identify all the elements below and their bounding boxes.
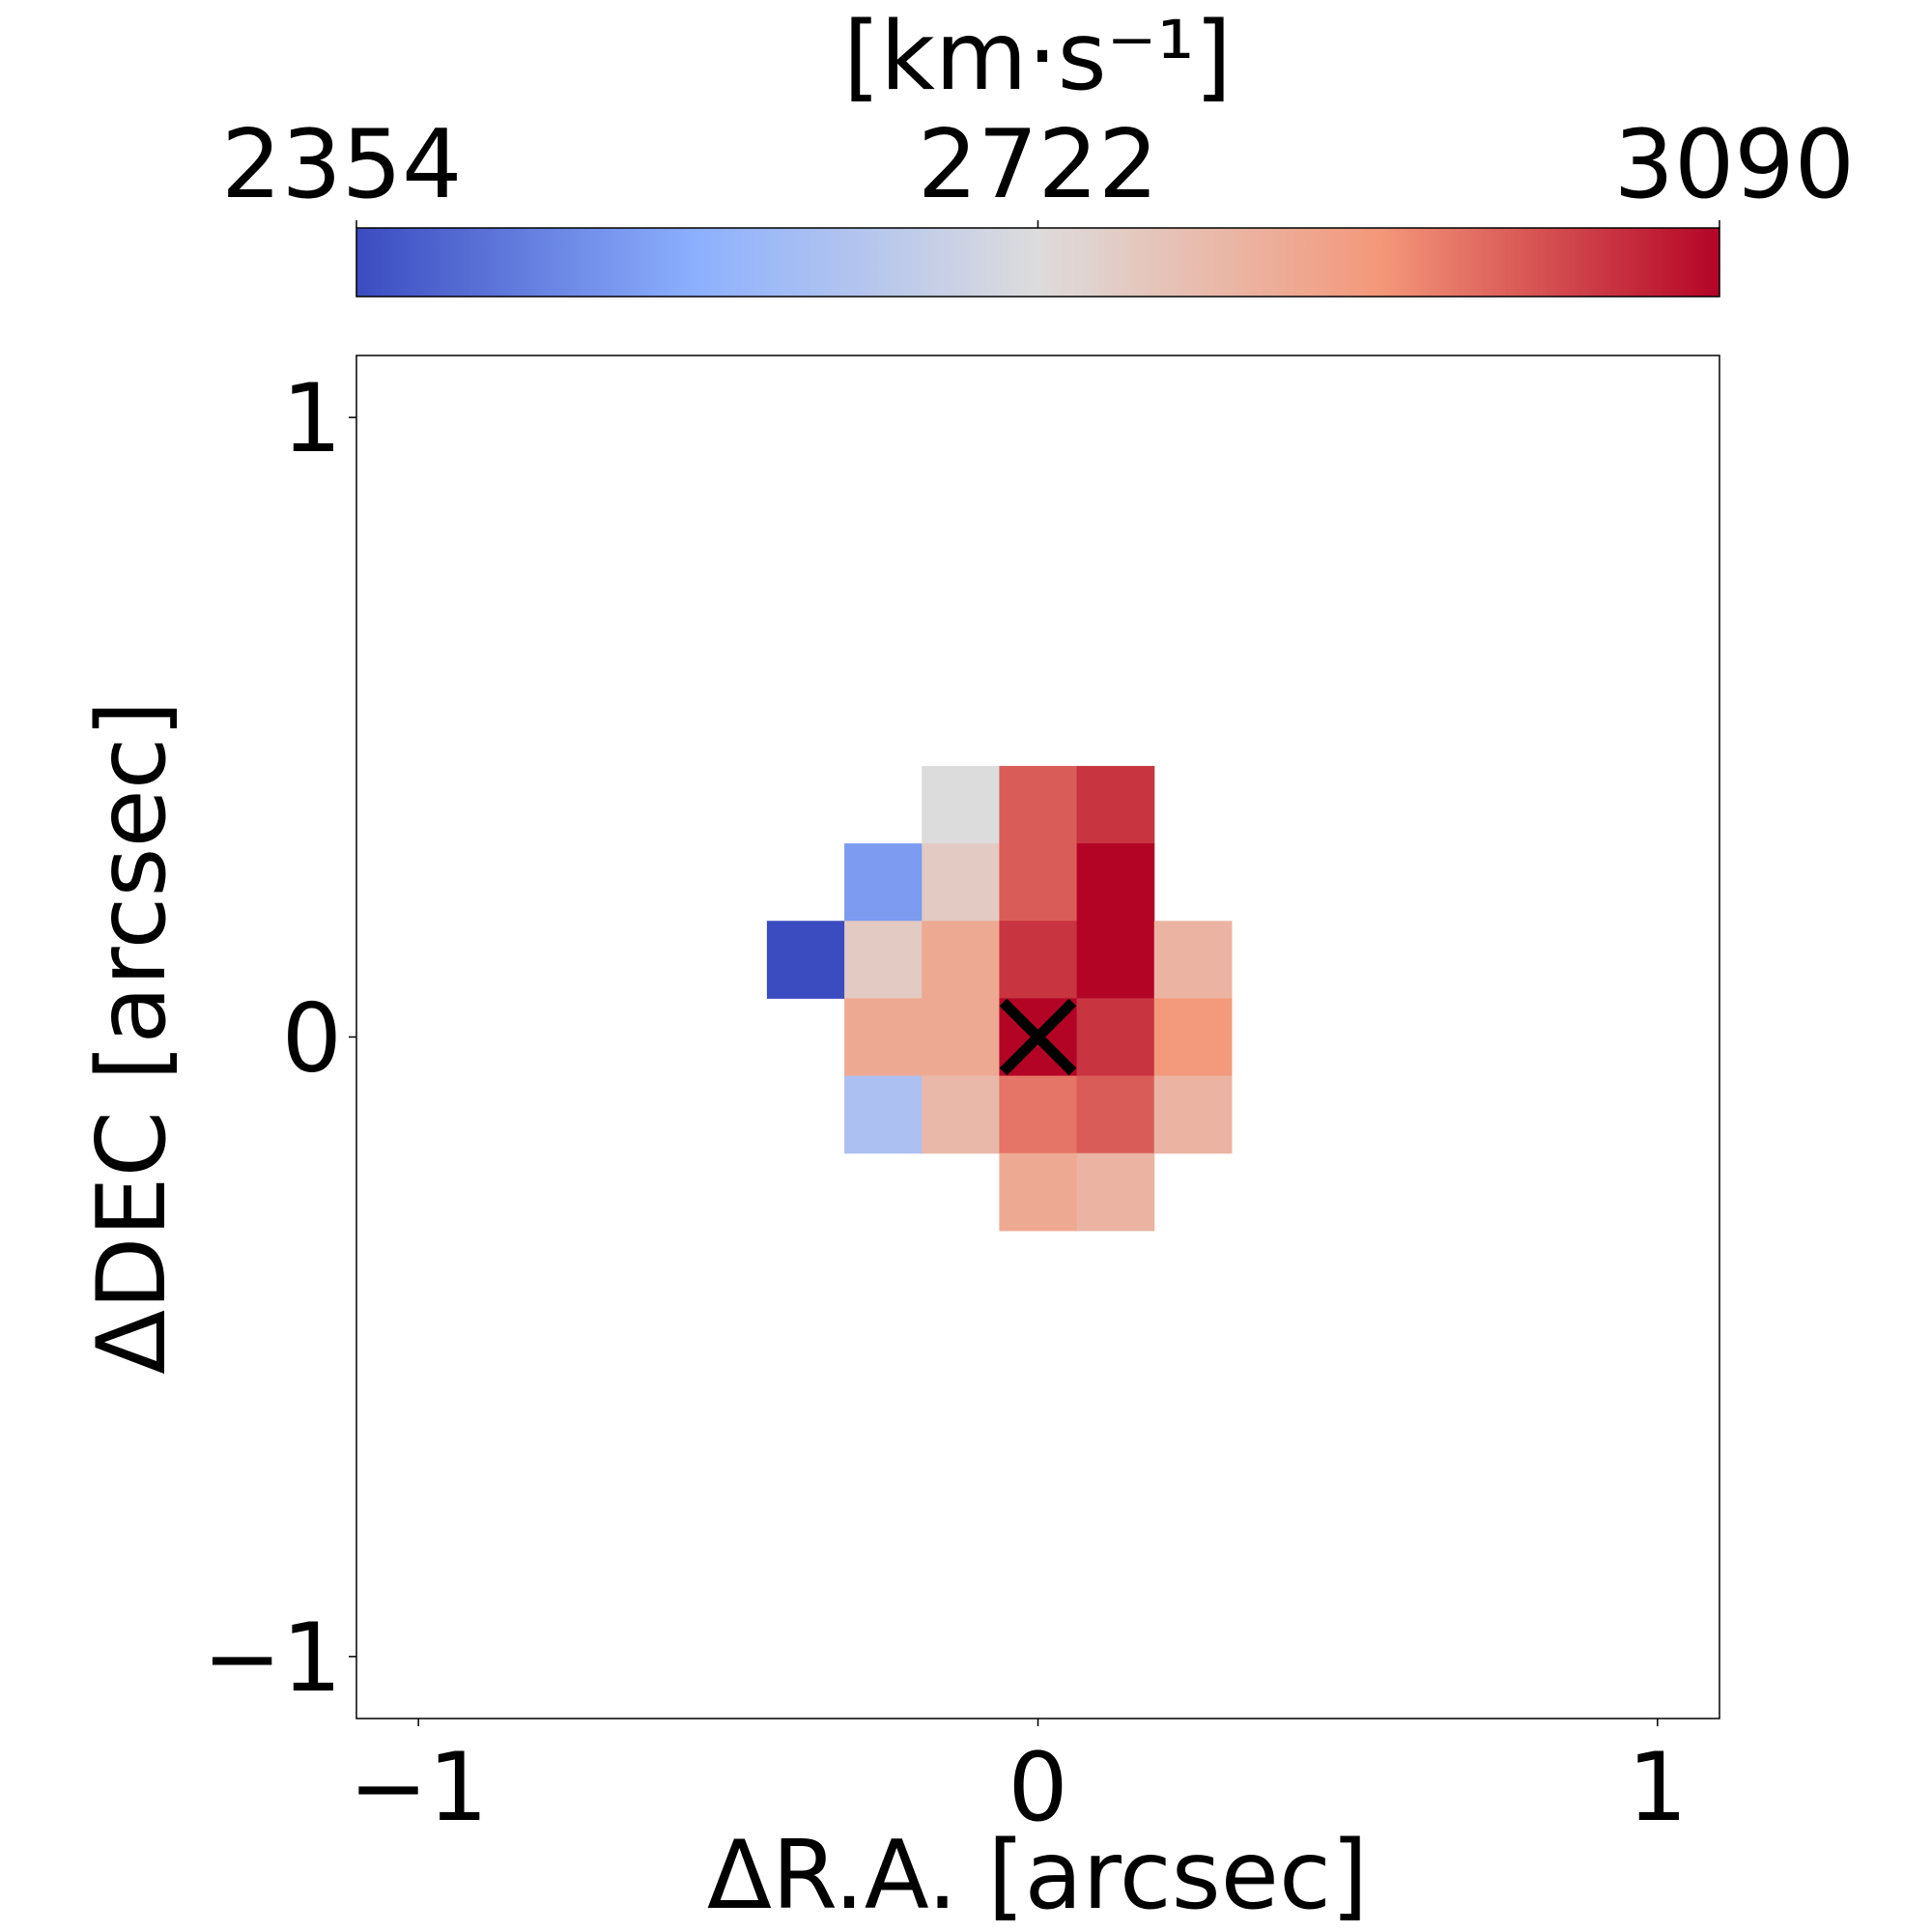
y-axis-label: ΔDEC [arcsec] [77,700,187,1375]
heatmap-pixel [922,765,1000,844]
heatmap-pixel [844,1075,923,1154]
colorbar-tick-label: 3090 [1614,110,1855,220]
colorbar-ticks: 2354 2722 3090 [221,110,1855,228]
heatmap-pixel [999,1152,1078,1232]
x-tick-label: −1 [349,1733,488,1843]
markers [999,998,1077,1076]
heatmap-pixel [1076,1075,1155,1154]
heatmap-pixel [1076,998,1155,1077]
x-axis-label: ΔR.A. [arcsec] [707,1821,1368,1931]
y-tick-label: −1 [203,1604,342,1714]
heatmap-pixel [922,998,1000,1077]
y-axis-ticks: −1 0 1 [203,364,356,1714]
heatmap-pixels [766,765,1233,1232]
heatmap-pixel [999,843,1078,922]
center-cross-marker [999,998,1077,1076]
heatmap-pixel [1153,921,1233,999]
x-axis-ticks: −1 0 1 [349,1719,1688,1843]
heatmap-pixel [1153,998,1233,1077]
heatmap-pixel [999,1075,1078,1154]
x-tick-label: 0 [1008,1733,1067,1843]
heatmap-pixel [922,843,1000,922]
heatmap-pixel [844,998,923,1077]
heatmap-pixel [999,921,1078,999]
heatmap-pixel [922,1075,1000,1154]
heatmap-pixel [1153,1075,1233,1154]
heatmap-pixel [1076,765,1155,844]
colorbar-tick-label: 2354 [221,110,462,220]
x-tick-label: 1 [1628,1733,1688,1843]
plot-area: −1 0 1 −1 0 1 ΔR.A. [arcsec] ΔDEC [arcsec] [77,355,1720,1931]
heatmap-pixel [844,843,923,922]
heatmap-pixel [766,921,845,999]
colorbar-tick-label: 2722 [918,110,1158,220]
colorbar: 2354 2722 3090 [km·s⁻¹] [221,2,1855,298]
y-tick-label: 1 [282,364,342,474]
heatmap-pixel [844,921,923,999]
colorbar-label: [km·s⁻¹] [843,2,1232,112]
heatmap-pixel [1076,843,1155,922]
heatmap-pixel [999,765,1078,844]
heatmap-pixel [1076,1152,1155,1232]
heatmap-pixel [1076,921,1155,999]
heatmap-pixel [922,921,1000,999]
y-tick-label: 0 [282,984,342,1094]
colorbar-gradient [355,227,1720,298]
